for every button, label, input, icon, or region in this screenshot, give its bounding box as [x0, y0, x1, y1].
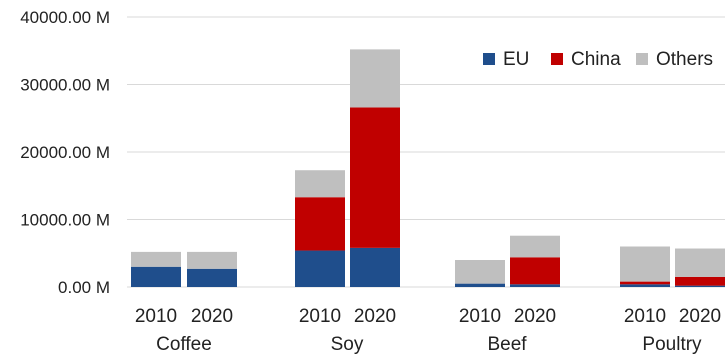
x-group-label: Beef	[487, 334, 527, 355]
legend-swatch-others	[636, 53, 648, 65]
bar-segment-eu	[455, 283, 505, 287]
bar-segment-others	[510, 235, 560, 258]
bar-segment-others	[187, 251, 237, 269]
bar-segment-others	[350, 49, 400, 108]
bar-segment-china	[510, 257, 560, 285]
y-tick-label: 20000.00 M	[20, 143, 110, 162]
y-tick-label: 0.00 M	[58, 278, 110, 297]
y-tick-label: 40000.00 M	[20, 8, 110, 27]
x-period-label: 2020	[354, 306, 396, 327]
x-period-label: 2020	[514, 306, 556, 327]
x-axis-labels: 2010 2020 Coffee 2010 2020 Soy 2010 2020 Beef 201…	[135, 306, 721, 355]
legend-label-china: China	[571, 49, 621, 70]
legend-label-others: Others	[656, 49, 713, 70]
bar-segment-china	[295, 197, 345, 251]
bar-segment-others	[295, 170, 345, 198]
bar-segment-eu	[350, 247, 400, 287]
x-period-label: 2010	[624, 306, 666, 327]
y-tick-label: 30000.00 M	[20, 76, 110, 95]
x-period-label: 2010	[135, 306, 177, 327]
x-period-label: 2010	[299, 306, 341, 327]
bar-segment-eu	[131, 266, 181, 287]
x-period-label: 2010	[459, 306, 501, 327]
bar-segment-others	[675, 248, 725, 277]
bar-segment-china	[620, 281, 670, 285]
legend: EU China Others	[483, 49, 713, 70]
x-period-label: 2020	[679, 306, 721, 327]
bar-segment-eu	[620, 284, 670, 287]
bars	[131, 49, 725, 287]
legend-label-eu: EU	[503, 49, 529, 70]
bar-segment-china	[675, 276, 725, 286]
bar-segment-eu	[510, 284, 560, 287]
bar-segment-others	[455, 260, 505, 284]
y-axis-ticks: 0.00 M 10000.00 M 20000.00 M 30000.00 M 4000…	[20, 8, 110, 297]
bar-segment-eu	[295, 250, 345, 287]
bar-segment-eu	[675, 285, 725, 287]
bar-segment-eu	[187, 268, 237, 287]
x-group-label: Coffee	[156, 334, 212, 355]
bar-segment-others	[131, 251, 181, 267]
bar-segment-china	[350, 107, 400, 248]
x-group-label: Poultry	[642, 334, 702, 355]
x-group-label: Soy	[331, 334, 364, 355]
y-tick-label: 10000.00 M	[20, 211, 110, 230]
x-period-label: 2020	[191, 306, 233, 327]
legend-swatch-eu	[483, 53, 495, 65]
legend-swatch-china	[551, 53, 563, 65]
bar-segment-others	[620, 246, 670, 282]
